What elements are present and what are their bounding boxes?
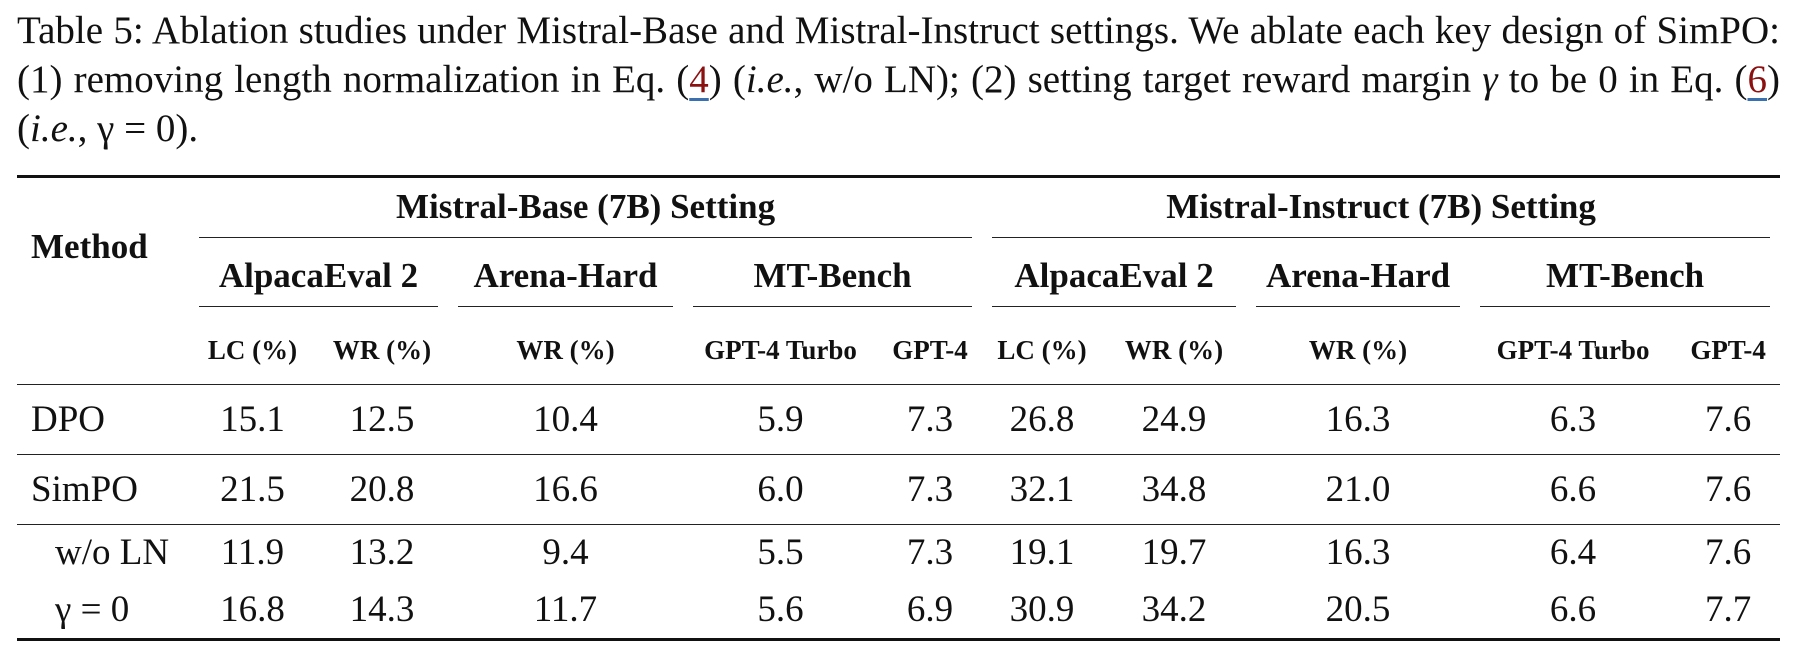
value-cell: 21.5 <box>220 469 285 510</box>
metric-row: LC (%) WR (%) WR (%) GPT-4 Turbo GPT-4 LC (%)… <box>17 316 1781 385</box>
caption: Table 5: Ablation studies under Mistral-… <box>17 6 1780 153</box>
caption-text: ) ( <box>708 58 746 101</box>
caption-text: Table 5: Ablation studies under Mistral-… <box>17 9 1780 101</box>
metric-header: LC (%) <box>207 334 298 365</box>
value-cell: 16.3 <box>1325 399 1391 440</box>
value-cell: 20.8 <box>349 469 415 510</box>
group-title: Mistral-Instruct (7B) Setting <box>992 187 1771 238</box>
value-cell: 6.6 <box>1549 469 1597 510</box>
benchmark-header: AlpacaEval 2 <box>982 247 1246 316</box>
empty-cell <box>17 316 189 385</box>
value-cell: 10.4 <box>533 399 598 440</box>
benchmark-header: AlpacaEval 2 <box>189 247 448 316</box>
method-cell: w/o LN <box>55 532 170 573</box>
caption-text: to be 0 in Eq. ( <box>1497 58 1748 101</box>
data-row: DPO 15.1 12.5 10.4 5.9 7.3 26.8 24.9 16.3 6.3 7.6 <box>17 385 1781 455</box>
caption-text: , <box>77 107 98 150</box>
value-cell: 16.3 <box>1325 532 1391 573</box>
benchmark-title: MT-Bench <box>1480 256 1771 307</box>
value-cell: 6.0 <box>757 469 804 510</box>
data-row: w/o LN 11.9 13.2 9.4 5.5 7.3 19.1 19.7 16.3 6.4 7.… <box>17 525 1780 581</box>
caption-text: γ = 0 <box>97 107 176 150</box>
metric-header: GPT-4 Turbo <box>704 334 857 365</box>
value-cell: 5.6 <box>757 588 804 630</box>
value-cell: 19.1 <box>1009 532 1075 573</box>
group-header: Mistral-Instruct (7B) Setting <box>982 177 1780 248</box>
benchmark-title: Arena-Hard <box>1256 256 1461 307</box>
value-cell: 13.2 <box>349 532 415 573</box>
value-cell: 5.5 <box>757 532 804 573</box>
metric-header: LC (%) <box>997 334 1087 365</box>
benchmark-row: AlpacaEval 2 Arena-Hard MT-Bench AlpacaEval… <box>17 247 1780 316</box>
value-cell: 6.4 <box>1549 532 1597 573</box>
metric-header: WR (%) <box>1124 334 1224 365</box>
caption-text: ) ( <box>17 58 1781 150</box>
value-cell: 6.3 <box>1549 399 1597 440</box>
value-cell: 15.1 <box>220 399 285 440</box>
method-cell: γ = 0 <box>55 588 130 630</box>
caption-text: i.e. <box>745 58 794 101</box>
value-cell: 16.8 <box>220 588 285 630</box>
value-cell: 12.5 <box>349 399 415 440</box>
value-cell: 19.7 <box>1141 532 1207 573</box>
method-cell: DPO <box>31 399 106 440</box>
caption-text: i.e. <box>30 107 78 150</box>
caption-text: 4 <box>689 58 709 101</box>
value-cell: 7.3 <box>906 469 954 510</box>
value-cell: 21.0 <box>1325 469 1391 510</box>
metric-header: WR (%) <box>332 334 432 365</box>
value-cell: 7.3 <box>906 532 954 573</box>
method-cell: SimPO <box>31 469 138 510</box>
value-cell: 7.6 <box>1704 469 1752 510</box>
value-cell: 7.6 <box>1704 532 1752 573</box>
header-row: Method Mistral-Base (7B) Setting Mistral-I… <box>17 176 1781 266</box>
caption-text: 6 <box>1747 58 1768 101</box>
benchmark-title: Arena-Hard <box>458 256 673 307</box>
value-cell: 7.7 <box>1704 588 1752 630</box>
caption-text: ). <box>175 107 199 150</box>
value-cell: 7.6 <box>1704 399 1752 440</box>
benchmark-header: Arena-Hard <box>1246 247 1470 316</box>
value-cell: 34.8 <box>1141 469 1207 510</box>
value-cell: 6.9 <box>906 588 954 630</box>
benchmark-header: Arena-Hard <box>448 247 683 316</box>
metric-header: GPT-4 <box>892 334 968 365</box>
benchmark-header: MT-Bench <box>683 247 982 316</box>
benchmark-title: AlpacaEval 2 <box>199 256 438 307</box>
data-row: SimPO 21.5 20.8 16.6 6.0 7.3 32.1 34.8 21.0 6.6 7.… <box>17 455 1781 525</box>
value-cell: 6.6 <box>1549 588 1597 630</box>
value-cell: 26.8 <box>1009 399 1075 440</box>
benchmark-title: AlpacaEval 2 <box>992 256 1237 307</box>
ablation-table: Method Mistral-Base (7B) Setting Mistral-I… <box>17 175 1781 641</box>
value-cell: 14.3 <box>349 588 415 630</box>
benchmark-title: MT-Bench <box>693 256 973 307</box>
metric-header: WR (%) <box>516 334 615 365</box>
value-cell: 9.4 <box>542 532 589 573</box>
group-title: Mistral-Base (7B) Setting <box>199 187 973 238</box>
value-cell: 20.5 <box>1325 588 1391 630</box>
value-cell: 11.9 <box>220 532 285 573</box>
metric-header: WR (%) <box>1308 334 1408 365</box>
metric-header: GPT-4 Turbo <box>1496 334 1650 365</box>
metric-header: GPT-4 <box>1690 334 1766 365</box>
value-cell: 24.9 <box>1141 399 1207 440</box>
value-cell: 16.6 <box>533 469 598 510</box>
caption-text: γ <box>1482 58 1498 101</box>
value-cell: 5.9 <box>757 399 804 440</box>
value-cell: 32.1 <box>1009 469 1075 510</box>
value-cell: 7.3 <box>906 399 954 440</box>
data-row: γ = 0 16.8 14.3 11.7 5.6 6.9 30.9 34.2 20.5 6.6 7.… <box>17 580 1781 640</box>
method-header: Method <box>31 227 148 266</box>
value-cell: 11.7 <box>533 588 598 630</box>
value-cell: 30.9 <box>1009 588 1075 630</box>
caption-text: , w/o LN); (2) setting target reward mar… <box>793 58 1483 101</box>
value-cell: 34.2 <box>1141 588 1207 630</box>
benchmark-header: MT-Bench <box>1470 247 1780 316</box>
group-header: Mistral-Base (7B) Setting <box>189 177 982 248</box>
